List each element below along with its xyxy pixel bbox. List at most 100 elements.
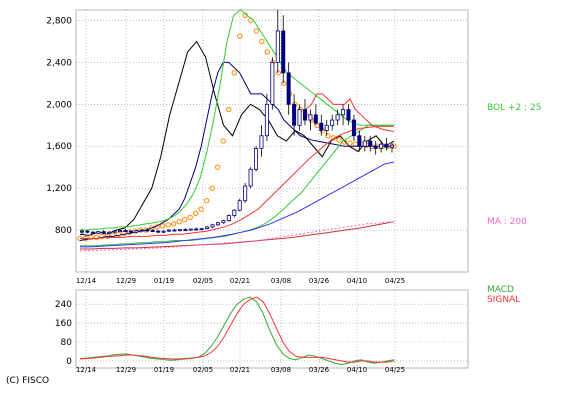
price-series-point	[204, 198, 210, 204]
macd-x-tick-label: 02/21	[230, 366, 250, 374]
macd-frame	[75, 289, 469, 369]
candle-body	[281, 30, 286, 74]
price-series-point	[275, 70, 282, 76]
candle-body	[286, 72, 291, 105]
candle-body	[297, 109, 302, 126]
candle-body	[226, 215, 231, 222]
candle-body	[96, 231, 101, 234]
price-series-line	[305, 93, 395, 133]
candle-body	[215, 222, 220, 226]
price-x-tick-label: 03/26	[309, 277, 330, 285]
candle-body	[107, 231, 112, 234]
price-series-point	[215, 164, 221, 170]
candle-body	[194, 228, 199, 231]
candle-body	[335, 114, 340, 121]
price-series-point	[115, 231, 122, 237]
candle-body	[308, 114, 313, 121]
macd-x-tick-label: 02/05	[193, 366, 213, 374]
price-series-point	[352, 141, 359, 147]
price-x-tick-label: 04/25	[385, 277, 405, 285]
macd-legend-entry: SIGNAL	[487, 295, 520, 305]
candle-body	[292, 103, 297, 126]
macd-y-tick-label: 0	[66, 357, 72, 367]
candle-body	[389, 144, 394, 148]
price-series-point	[198, 206, 204, 212]
price-y-tick-label: 1,600	[46, 142, 72, 152]
candle-body	[128, 230, 133, 233]
price-series-point	[93, 234, 100, 241]
candle-body	[330, 119, 335, 126]
candle-body	[205, 226, 210, 229]
candle-body	[112, 230, 117, 233]
macd-y-tick-label: 80	[61, 338, 73, 348]
price-series-point	[220, 138, 226, 144]
candle-body	[199, 228, 204, 230]
macd-x-tick-label: 04/10	[347, 366, 367, 374]
candle-body	[313, 114, 318, 124]
candle-body	[139, 229, 144, 232]
macd-x-tick-label: 04/25	[385, 366, 405, 374]
candle-body	[90, 231, 95, 234]
price-series-line	[80, 125, 394, 239]
price-series-point	[253, 28, 259, 34]
price-series-point	[159, 223, 166, 229]
price-series-point	[226, 106, 232, 113]
price-legend-entry: BOL +2 : 25	[487, 103, 541, 113]
candle-body	[259, 135, 264, 149]
price-x-tick-label: 01/19	[154, 277, 174, 285]
candle-body	[357, 135, 362, 147]
price-y-tick-label: 1,200	[46, 184, 72, 194]
price-series-line	[80, 9, 394, 231]
price-x-tick-label: 04/10	[347, 277, 367, 285]
candle-body	[123, 230, 128, 233]
price-series-point	[336, 137, 342, 143]
price-x-tick-label: 02/21	[230, 277, 250, 285]
price-series-point	[231, 70, 237, 76]
candle-body	[145, 229, 150, 232]
price-series-line	[79, 221, 395, 252]
macd-x-tick-label: 12/14	[76, 366, 97, 374]
candle-body	[161, 230, 166, 233]
candle-body	[118, 230, 123, 233]
price-series-line	[80, 221, 395, 250]
price-series-point	[165, 222, 171, 228]
macd-series-signal	[79, 296, 395, 363]
candle-body	[80, 230, 85, 233]
price-series-point	[99, 233, 105, 240]
price-series-point	[281, 80, 287, 87]
price-series-point	[176, 218, 182, 225]
copyright-label: (C) FISCO	[6, 376, 50, 386]
candle-body	[346, 109, 351, 121]
price-x-tick-label: 12/14	[76, 277, 97, 285]
price-series-point	[259, 38, 265, 45]
price-series-point	[192, 210, 199, 217]
price-series-line	[79, 40, 395, 236]
price-y-tick-label: 2,800	[46, 16, 72, 26]
price-chart-panel: 2,800 2,400 2,000 1,600 1,200 800 12/14 12/29 01…	[46, 9, 541, 285]
price-legend-entry: MA : 200	[487, 217, 527, 227]
price-series-line	[79, 61, 394, 242]
price-y-tick-label: 2,000	[46, 100, 72, 110]
candle-body	[254, 147, 259, 170]
macd-x-tick-label: 03/08	[271, 366, 291, 374]
price-series-point	[314, 122, 320, 128]
macd-chart-panel: 240 160 80 0 12/14 12/29 01/19 02/05 02/21 03/08 0…	[55, 285, 520, 374]
candle-body	[134, 230, 139, 233]
macd-x-tick-label: 01/19	[154, 366, 174, 374]
candle-body	[248, 168, 253, 187]
macd-x-tick-label: 12/29	[116, 366, 136, 374]
price-series-point	[347, 140, 353, 146]
candle-body	[167, 229, 172, 232]
candle-body	[85, 230, 90, 233]
candle-body	[324, 124, 329, 131]
candle-body	[188, 228, 193, 231]
candle-body	[183, 229, 188, 231]
candle-body	[302, 109, 307, 121]
price-x-tick-label: 02/05	[193, 277, 213, 285]
candle-body	[362, 140, 367, 147]
candle-body	[150, 230, 155, 233]
price-series-line	[80, 161, 395, 248]
macd-y-tick-label: 160	[55, 319, 72, 329]
price-series-point	[325, 133, 331, 139]
